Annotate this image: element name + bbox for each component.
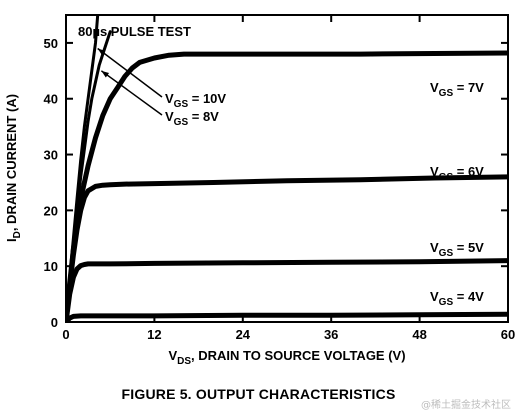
- series-line-vgs-5v: [66, 258, 508, 322]
- series-label-vgs-4v: VGS = 4V: [430, 289, 484, 308]
- output-characteristics-chart: 0 12 24 36 48 60 0 10 20 30 40 50 80µs PULSE TEST V…: [4, 14, 515, 367]
- x-tick-label: 24: [236, 327, 251, 342]
- arrow-vgs-8v: [100, 70, 163, 116]
- series-label-vgs-5v: VGS = 5V: [430, 240, 484, 259]
- y-tick-label: 30: [44, 148, 58, 163]
- x-tick-label: 0: [62, 327, 69, 342]
- arrow-group: [97, 47, 163, 116]
- series-line-vgs-6v: [66, 174, 508, 322]
- plot-frame: [65, 14, 509, 323]
- y-tick-label: 20: [44, 203, 58, 218]
- pulse-test-note: 80µs PULSE TEST: [78, 24, 191, 39]
- watermark: @稀土掘金技术社区: [421, 400, 511, 411]
- tick-group: 0 12 24 36 48 60 0 10 20 30 40 50: [44, 15, 515, 342]
- series-label-vgs-7v: VGS = 7V: [430, 80, 484, 99]
- x-tick-label: 48: [412, 327, 426, 342]
- series-label-vgs-8v: VGS = 8V: [165, 109, 219, 128]
- y-tick-label: 10: [44, 259, 58, 274]
- series-line-vgs-4v: [66, 311, 508, 322]
- arrow-vgs-8v-head: [101, 70, 110, 78]
- series-label-vgs-10v: VGS = 10V: [165, 91, 226, 110]
- y-axis-label: ID, DRAIN CURRENT (A): [4, 94, 23, 242]
- series-label-vgs-6v: VGS = 6V: [430, 164, 484, 183]
- figure-caption: FIGURE 5. OUTPUT CHARACTERISTICS: [121, 386, 396, 402]
- x-tick-label: 12: [147, 327, 161, 342]
- curve-group: [66, 15, 508, 322]
- x-tick-label: 36: [324, 327, 338, 342]
- arrow-vgs-10v: [97, 47, 163, 98]
- x-tick-label: 60: [501, 327, 515, 342]
- y-tick-label: 50: [44, 36, 58, 51]
- arrow-vgs-10v-head: [97, 48, 106, 56]
- y-tick-label: 40: [44, 92, 58, 107]
- y-tick-label: 0: [51, 315, 58, 330]
- x-axis-label: VDS, DRAIN TO SOURCE VOLTAGE (V): [168, 348, 405, 367]
